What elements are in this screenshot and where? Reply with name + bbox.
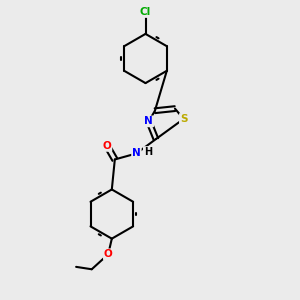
Text: O: O <box>103 141 111 151</box>
Text: S: S <box>180 114 188 124</box>
Text: O: O <box>104 249 112 259</box>
Text: Cl: Cl <box>140 7 151 17</box>
Text: N: N <box>144 116 153 126</box>
Text: H: H <box>144 147 152 157</box>
Text: N: N <box>132 148 141 158</box>
